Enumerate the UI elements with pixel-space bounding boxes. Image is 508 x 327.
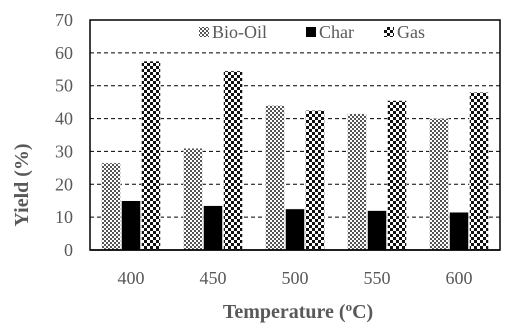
bar-bio-oil-500 [265, 105, 285, 251]
axes [89, 19, 501, 251]
legend-swatch [306, 27, 316, 37]
bar-gas-400 [141, 60, 161, 251]
legend-label: Gas [397, 22, 425, 42]
bar-gas-550 [387, 100, 407, 251]
bar-char-550 [367, 210, 387, 251]
bar-gas-600 [469, 92, 489, 251]
x-tick-label: 550 [364, 268, 391, 288]
legend-swatch [384, 27, 394, 37]
bar-bio-oil-400 [101, 162, 121, 251]
y-tick-label: 30 [55, 141, 73, 161]
y-axis-title: Yield (%) [11, 143, 33, 226]
y-tick-label: 60 [55, 43, 73, 63]
x-axis-title: Temperature (oC) [223, 299, 373, 323]
y-tick-label: 10 [55, 207, 73, 227]
bar-bio-oil-600 [429, 118, 449, 251]
y-tick-label: 40 [55, 109, 73, 129]
x-tick-labels: 400 450 500 550 600 [118, 268, 473, 288]
x-tick-label: 600 [446, 268, 473, 288]
bar-bio-oil-450 [183, 147, 203, 251]
bar-char-600 [449, 211, 469, 251]
y-tick-labels: 0 10 20 30 40 50 60 70 [55, 10, 73, 260]
x-tick-label: 450 [200, 268, 227, 288]
y-tick-label: 70 [55, 10, 73, 30]
legend: Bio-Oil Char Gas [199, 22, 425, 42]
bar-char-450 [203, 205, 223, 251]
y-tick-label: 50 [55, 76, 73, 96]
legend-label: Char [319, 22, 354, 42]
bar-gas-450 [223, 70, 243, 251]
y-tick-label: 0 [64, 240, 73, 260]
bar-char-500 [285, 208, 305, 251]
plot-frame [89, 19, 501, 251]
legend-label: Bio-Oil [212, 22, 267, 42]
bar-gas-500 [305, 110, 325, 251]
legend-swatch [199, 27, 209, 37]
bar-bio-oil-550 [347, 113, 367, 251]
y-tick-label: 20 [55, 174, 73, 194]
x-tick-label: 500 [282, 268, 309, 288]
bar-char-400 [121, 200, 141, 251]
x-tick-label: 400 [118, 268, 145, 288]
bars [101, 60, 489, 251]
